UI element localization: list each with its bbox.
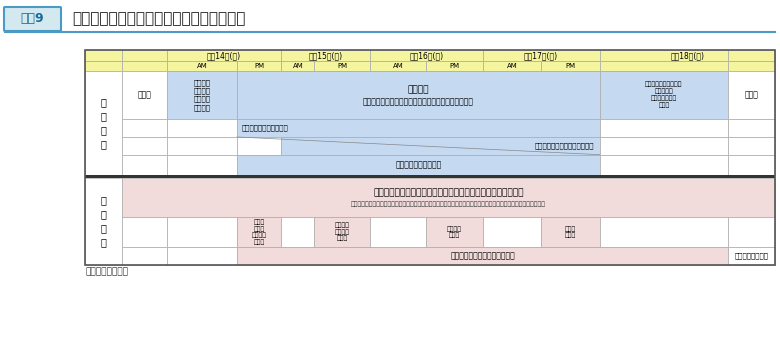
Bar [237, 61, 282, 71]
Bar [314, 61, 370, 71]
Bar [122, 155, 167, 175]
Bar [167, 137, 237, 155]
Bar [600, 137, 729, 155]
Text: ワーキングセッション: ワーキングセッション [395, 160, 441, 169]
Text: AM: AM [506, 63, 517, 69]
Bar [729, 155, 775, 175]
Bar [167, 217, 237, 247]
Bar [282, 137, 600, 155]
Bar [85, 175, 775, 178]
Text: （開催場所：東北大学川内萩ホール、仙台市民会館、宮城県民会館、せんだいメディアテーク、夢メッセみやぎ等）: （開催場所：東北大学川内萩ホール、仙台市民会館、宮城県民会館、せんだいメディアテ… [351, 202, 546, 207]
Bar [122, 247, 167, 265]
Bar [370, 61, 427, 71]
Text: 第３回国連防災世界会議の会議プログラム: 第３回国連防災世界会議の会議プログラム [72, 12, 246, 27]
Text: 図表9: 図表9 [20, 13, 44, 26]
Bar [167, 247, 237, 265]
Bar [600, 155, 729, 175]
Bar [729, 71, 775, 119]
Bar [541, 217, 600, 247]
Text: 被災地視察（スタディツアー）: 被災地視察（スタディツアー） [450, 252, 515, 261]
Text: パブリックフォーラム（シンポジウム、フォーラム、展示等）: パブリックフォーラム（シンポジウム、フォーラム、展示等） [374, 188, 524, 197]
Bar [167, 119, 237, 137]
Bar [729, 137, 775, 155]
Text: ３月18日(水): ３月18日(水) [670, 51, 704, 60]
Text: 開会式: 開会式 [138, 90, 151, 100]
Bar [600, 217, 729, 247]
Text: 全体会合: 全体会合 [408, 86, 429, 95]
Bar [370, 217, 427, 247]
Bar [122, 178, 775, 217]
Bar [427, 217, 483, 247]
Bar [370, 50, 483, 61]
Bar [167, 71, 237, 119]
Bar [237, 217, 282, 247]
Bar [85, 178, 122, 265]
Text: 全体会合
（会議運
営方式等
の決定）: 全体会合 （会議運 営方式等 の決定） [193, 80, 211, 110]
Bar [729, 50, 775, 61]
Bar [85, 71, 122, 175]
Text: 閉会式: 閉会式 [745, 90, 758, 100]
Bar [85, 50, 122, 61]
Text: PM: PM [254, 63, 264, 69]
Bar [122, 61, 167, 71]
Bar [600, 71, 729, 119]
Bar [282, 61, 314, 71]
Bar [85, 61, 122, 71]
Bar [600, 61, 729, 71]
Bar [282, 50, 370, 61]
Text: ３月15日(日): ３月15日(日) [309, 51, 343, 60]
Bar [122, 50, 167, 61]
Bar [483, 50, 600, 61]
Bar [483, 217, 541, 247]
Bar [122, 119, 167, 137]
Text: PM: PM [566, 63, 576, 69]
Bar [729, 61, 775, 71]
Bar [237, 71, 600, 119]
Bar [122, 217, 167, 247]
Text: AM: AM [292, 63, 303, 69]
Bar [427, 61, 483, 71]
Bar [237, 155, 600, 175]
Text: 出典：内閣府資料: 出典：内閣府資料 [85, 268, 128, 276]
Bar [237, 119, 600, 137]
Bar [167, 61, 237, 71]
Text: 信川賞
授賞式: 信川賞 授賞式 [565, 226, 576, 238]
Text: 本
体
会
議: 本 体 会 議 [101, 97, 107, 149]
Bar [282, 217, 314, 247]
Text: ポスト兵庫行動枠組、
政治宣言、
コミットメント
の採択: ポスト兵庫行動枠組、 政治宣言、 コミットメント の採択 [645, 82, 682, 108]
Bar [600, 119, 729, 137]
Text: AM: AM [197, 63, 207, 69]
Bar [85, 50, 775, 265]
Bar [237, 247, 729, 265]
Text: パートナーシップダイアローグ: パートナーシップダイアローグ [535, 142, 594, 149]
Text: リスク賞
授賞式: リスク賞 授賞式 [447, 226, 462, 238]
Text: 仙台市主
催レセプ
ション: 仙台市主 催レセプ ション [335, 223, 349, 241]
Bar [167, 155, 237, 175]
Text: エクスカーション: エクスカーション [735, 253, 768, 259]
Bar [729, 119, 775, 137]
Text: AM: AM [393, 63, 404, 69]
Bar [729, 247, 775, 265]
Text: PM: PM [449, 63, 459, 69]
Text: ステートメント（各国ハイレベルから順に意見表明）: ステートメント（各国ハイレベルから順に意見表明） [363, 98, 473, 107]
Text: PM: PM [337, 63, 347, 69]
Text: 閣僚級ラウンドテーブル: 閣僚級ラウンドテーブル [242, 125, 289, 132]
FancyBboxPatch shape [4, 7, 61, 31]
Bar [541, 61, 600, 71]
Bar [483, 61, 541, 71]
Bar [167, 50, 282, 61]
Bar [729, 217, 775, 247]
Text: ３月14日(土): ３月14日(土) [207, 51, 241, 60]
Bar [600, 50, 729, 61]
Bar [237, 137, 282, 155]
Bar [122, 71, 167, 119]
Text: 日本国
政府主
催レセプ
ション: 日本国 政府主 催レセプ ション [252, 219, 267, 244]
Text: 関
連
事
業: 関 連 事 業 [101, 195, 107, 248]
Bar [122, 137, 167, 155]
Text: ３月16日(月): ３月16日(月) [410, 51, 444, 60]
Text: ３月17日(火): ３月17日(火) [524, 51, 558, 60]
Bar [314, 217, 370, 247]
